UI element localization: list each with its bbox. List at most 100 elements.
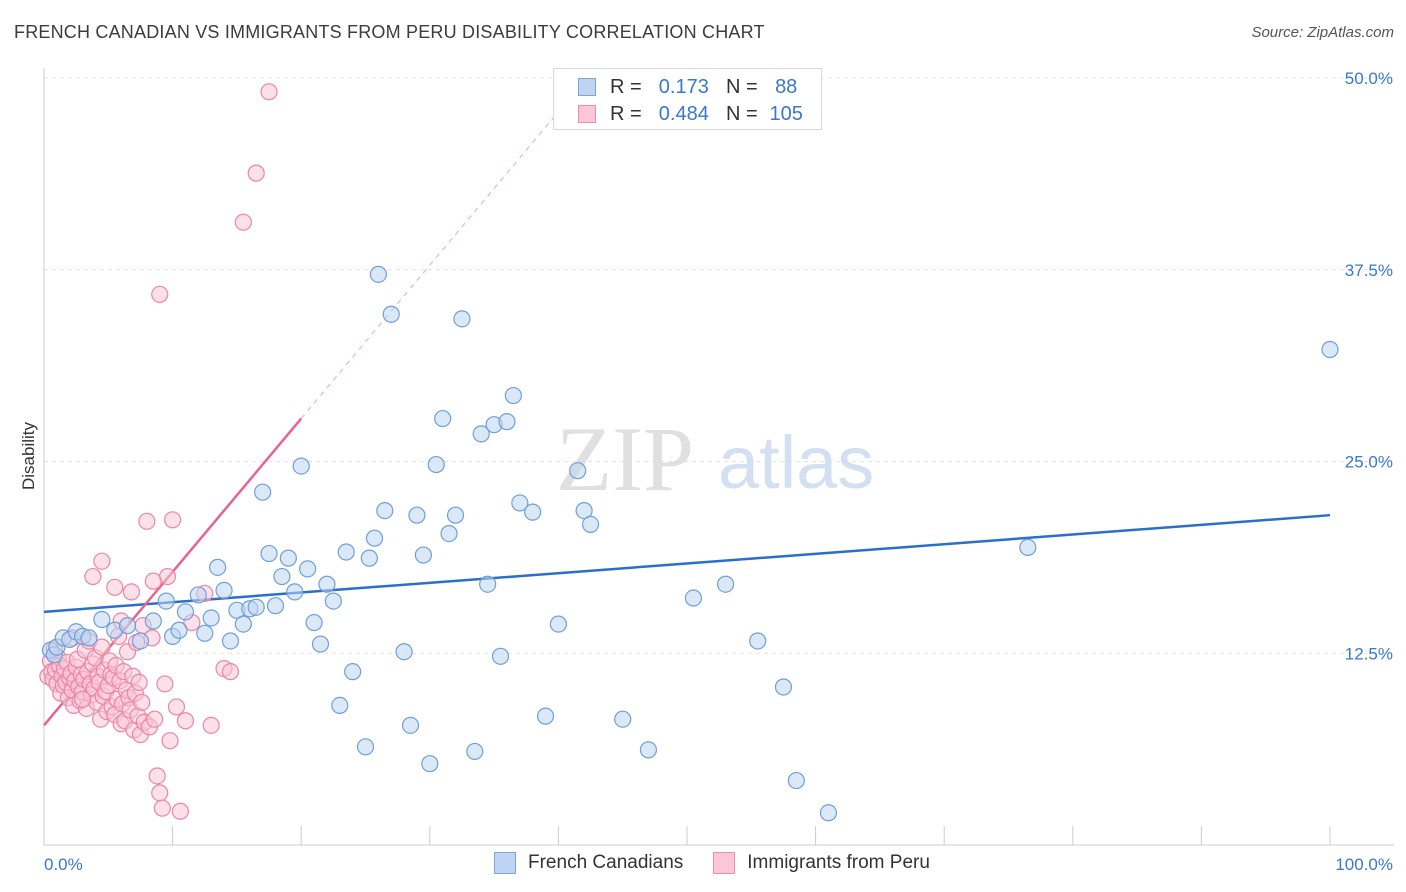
point-french-canadians bbox=[176, 603, 195, 621]
point-immigrants-from-peru bbox=[156, 675, 174, 693]
tick-labels: 12.5% 25.0% 37.5% 50.0% 0.0% 100.0% bbox=[44, 69, 1393, 874]
point-french-canadians bbox=[356, 738, 375, 756]
point-immigrants-from-peru bbox=[73, 690, 92, 708]
watermark-zip: ZIP bbox=[556, 408, 694, 510]
point-french-canadians bbox=[318, 575, 336, 593]
point-immigrants-from-peru bbox=[176, 712, 195, 730]
legend-n-label: N = bbox=[725, 75, 758, 98]
point-french-canadians bbox=[118, 617, 137, 635]
point-french-canadians bbox=[254, 483, 272, 501]
x-tick-label-min: 0.0% bbox=[44, 855, 83, 874]
point-french-canadians bbox=[453, 310, 471, 328]
point-french-canadians bbox=[511, 494, 529, 512]
point-french-canadians bbox=[170, 621, 188, 639]
legend-r-label: R = bbox=[610, 75, 642, 98]
point-immigrants-from-peru bbox=[93, 552, 111, 570]
point-french-canadians bbox=[234, 615, 252, 633]
point-immigrants-from-peru bbox=[221, 663, 240, 681]
point-french-canadians bbox=[331, 696, 349, 715]
point-french-canadians bbox=[299, 560, 317, 578]
point-french-canadians bbox=[93, 610, 111, 629]
point-immigrants-from-peru bbox=[247, 164, 265, 182]
point-immigrants-from-peru bbox=[260, 83, 278, 101]
legend-n-value: 105 bbox=[769, 102, 803, 125]
series-immigrants-from-peru bbox=[39, 83, 278, 820]
point-french-canadians bbox=[144, 612, 162, 630]
point-french-canadians bbox=[434, 409, 452, 428]
legend-r-value: 0.173 bbox=[658, 75, 709, 98]
legend-r-value: 0.484 bbox=[658, 102, 709, 125]
point-immigrants-from-peru bbox=[167, 698, 186, 716]
point-french-canadians bbox=[337, 543, 355, 561]
point-immigrants-from-peru bbox=[202, 716, 220, 734]
point-french-canadians bbox=[395, 643, 413, 661]
point-french-canadians bbox=[266, 597, 285, 615]
point-french-canadians bbox=[569, 462, 587, 480]
trend-line-french-canadians bbox=[43, 513, 1331, 614]
point-immigrants-from-peru bbox=[234, 213, 252, 231]
point-french-canadians bbox=[189, 586, 207, 604]
legend-label-french-canadians: French Canadians bbox=[528, 852, 684, 873]
point-immigrants-from-peru bbox=[106, 578, 124, 596]
point-french-canadians bbox=[221, 632, 240, 650]
point-french-canadians bbox=[369, 265, 387, 283]
point-french-canadians bbox=[581, 515, 600, 533]
point-french-canadians bbox=[819, 804, 838, 822]
point-immigrants-from-peru bbox=[171, 802, 189, 820]
legend-swatch-pink bbox=[578, 105, 596, 123]
point-french-canadians bbox=[324, 592, 342, 610]
point-french-canadians bbox=[787, 771, 805, 790]
point-french-canadians bbox=[749, 632, 767, 650]
series-legend: French Canadians Immigrants from Peru bbox=[494, 852, 960, 874]
point-french-canadians bbox=[414, 546, 432, 564]
point-french-canadians bbox=[382, 305, 400, 323]
point-french-canadians bbox=[157, 592, 175, 610]
point-french-canadians bbox=[549, 615, 568, 633]
point-french-canadians bbox=[684, 589, 703, 607]
point-immigrants-from-peru bbox=[151, 784, 169, 802]
legend-n-value: 88 bbox=[775, 75, 798, 98]
point-immigrants-from-peru bbox=[158, 567, 177, 586]
point-french-canadians bbox=[466, 742, 484, 761]
point-french-canadians bbox=[491, 647, 510, 665]
chart-title: FRENCH CANADIAN VS IMMIGRANTS FROM PERU … bbox=[14, 22, 765, 42]
legend-swatch-blue bbox=[578, 78, 596, 96]
point-immigrants-from-peru bbox=[130, 673, 148, 691]
point-french-canadians bbox=[196, 624, 214, 642]
point-immigrants-from-peru bbox=[151, 285, 169, 303]
point-french-canadians bbox=[286, 583, 304, 601]
correlation-legend: R = 0.173 N = 88 R = 0.484 N = 105 bbox=[553, 68, 822, 130]
legend-row-french-canadians: R = 0.173 N = 88 bbox=[578, 75, 809, 99]
point-immigrants-from-peru bbox=[148, 767, 166, 785]
point-french-canadians bbox=[504, 386, 522, 405]
legend-n-label: N = bbox=[725, 102, 758, 125]
point-french-canadians bbox=[376, 501, 394, 520]
point-immigrants-from-peru bbox=[122, 583, 141, 601]
gridlines bbox=[44, 77, 1394, 654]
point-french-canadians bbox=[639, 741, 658, 759]
legend-label-immigrants-from-peru: Immigrants from Peru bbox=[747, 852, 930, 873]
point-french-canadians bbox=[1321, 340, 1339, 359]
point-french-canadians bbox=[344, 663, 362, 681]
point-immigrants-from-peru bbox=[145, 710, 164, 728]
point-french-canadians bbox=[202, 609, 220, 627]
point-french-canadians bbox=[209, 558, 227, 576]
x-tick-label-max: 100.0% bbox=[1335, 855, 1393, 874]
legend-r-label: R = bbox=[610, 102, 642, 125]
point-immigrants-from-peru bbox=[84, 567, 102, 586]
point-french-canadians bbox=[774, 678, 793, 696]
watermark: ZIP atlas bbox=[556, 408, 874, 510]
point-french-canadians bbox=[421, 755, 439, 773]
legend-row-immigrants-from-peru: R = 0.484 N = 105 bbox=[578, 102, 809, 126]
point-immigrants-from-peru bbox=[93, 638, 111, 656]
watermark-atlas: atlas bbox=[718, 421, 874, 504]
point-french-canadians bbox=[479, 575, 497, 593]
point-immigrants-from-peru bbox=[133, 693, 151, 711]
point-french-canadians bbox=[365, 529, 384, 547]
point-french-canadians bbox=[215, 581, 233, 599]
point-french-canadians bbox=[716, 575, 735, 593]
point-french-canadians bbox=[427, 455, 445, 474]
legend-item-french-canadians: French Canadians bbox=[494, 852, 683, 874]
point-immigrants-from-peru bbox=[164, 511, 182, 529]
